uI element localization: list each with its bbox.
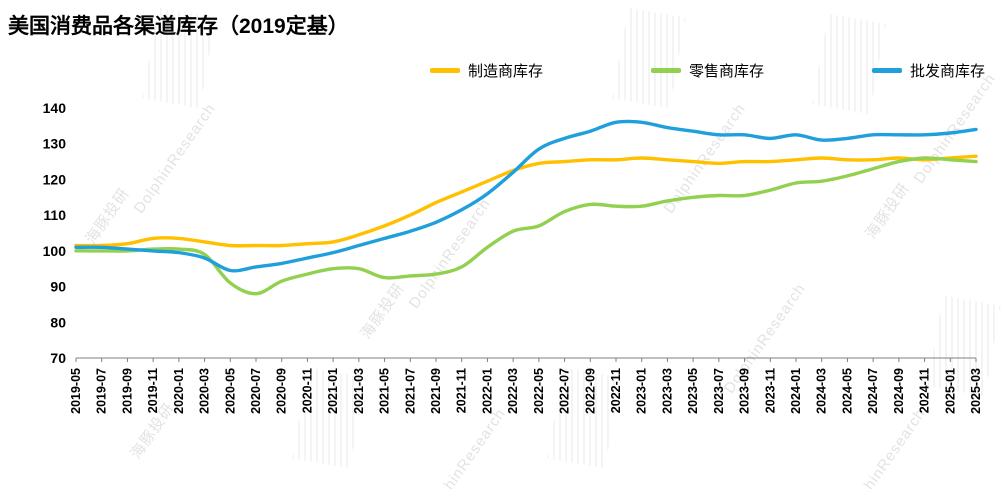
x-tick-label: 2022-07 bbox=[558, 368, 572, 414]
x-tick-label: 2024-05 bbox=[840, 368, 854, 414]
y-tick-label: 100 bbox=[43, 243, 67, 259]
x-tick-label: 2023-03 bbox=[660, 368, 674, 414]
x-axis: 2019-05 2019-07 2019-09 2019-11 2020-01 2020-… bbox=[69, 357, 983, 414]
x-tick-label: 2024-01 bbox=[789, 368, 803, 414]
x-tick-label: 2022-11 bbox=[609, 368, 623, 413]
x-tick-label: 2024-09 bbox=[892, 368, 906, 414]
y-tick-label: 130 bbox=[43, 136, 67, 152]
x-tick-label: 2024-03 bbox=[815, 368, 829, 414]
x-tick-label: 2023-01 bbox=[635, 368, 649, 414]
x-tick-label: 2024-11 bbox=[918, 368, 932, 413]
series-line-manufacturer-inventory bbox=[74, 154, 978, 248]
y-tick-label: 110 bbox=[43, 207, 66, 223]
x-tick-label: 2021-09 bbox=[429, 368, 443, 414]
x-tick-label: 2020-07 bbox=[249, 368, 263, 414]
x-tick-label: 2021-11 bbox=[455, 368, 469, 413]
y-tick-label: 70 bbox=[50, 350, 66, 366]
y-tick-label: 140 bbox=[43, 100, 67, 116]
x-tick-label: 2025-03 bbox=[969, 368, 983, 414]
x-tick-label: 2022-01 bbox=[480, 368, 494, 414]
x-tick-label: 2020-05 bbox=[223, 368, 237, 414]
x-tick-label: 2020-09 bbox=[275, 368, 289, 414]
y-tick-label: 90 bbox=[50, 279, 66, 295]
x-tick-label: 2021-03 bbox=[352, 368, 366, 414]
y-tick-label: 120 bbox=[43, 171, 67, 187]
chart-legend: 制造商库存 零售商库存 批发商库存 bbox=[430, 60, 985, 81]
x-tick-label: 2024-07 bbox=[866, 368, 880, 414]
legend-item-retailer-inventory: 零售商库存 bbox=[650, 60, 764, 81]
series-line-wholesaler-inventory bbox=[74, 119, 978, 273]
legend-swatch-manufacturer-inventory bbox=[430, 68, 460, 73]
x-tick-label: 2022-09 bbox=[583, 368, 597, 414]
x-tick-label: 2019-05 bbox=[69, 368, 83, 414]
legend-swatch-wholesaler-inventory bbox=[871, 68, 902, 73]
x-tick-label: 2019-09 bbox=[120, 368, 134, 414]
x-tick-label: 2019-11 bbox=[146, 368, 160, 413]
x-tick-label: 2019-07 bbox=[95, 368, 109, 414]
x-tick-label: 2023-11 bbox=[763, 368, 777, 413]
x-tick-label: 2021-07 bbox=[403, 368, 417, 414]
legend-label: 零售商库存 bbox=[688, 63, 764, 80]
legend-item-wholesaler-inventory: 批发商库存 bbox=[871, 60, 985, 81]
chart-title: 美国消费品各渠道库存（2019定基） bbox=[8, 15, 349, 38]
x-tick-label: 2021-01 bbox=[326, 368, 340, 414]
legend-label: 批发商库存 bbox=[909, 63, 985, 80]
y-axis: 70 80 90 100 110 120 130 140 bbox=[43, 100, 67, 366]
legend-item-manufacturer-inventory: 制造商库存 bbox=[430, 60, 543, 81]
series-line-retailer-inventory bbox=[74, 156, 978, 296]
x-tick-label: 2022-03 bbox=[506, 368, 520, 414]
x-tick-label: 2025-01 bbox=[943, 368, 957, 414]
legend-label: 制造商库存 bbox=[468, 63, 544, 80]
y-tick-label: 80 bbox=[50, 314, 66, 330]
x-tick-label: 2023-09 bbox=[738, 368, 752, 414]
x-tick-label: 2022-05 bbox=[532, 368, 546, 414]
x-tick-label: 2020-11 bbox=[300, 368, 314, 413]
x-tick-label: 2023-05 bbox=[686, 368, 700, 414]
x-tick-label: 2020-01 bbox=[172, 368, 186, 414]
x-tick-label: 2023-07 bbox=[712, 368, 726, 414]
legend-swatch-retailer-inventory bbox=[650, 68, 681, 73]
x-tick-label: 2020-03 bbox=[198, 368, 212, 414]
x-tick-label: 2021-05 bbox=[378, 368, 392, 414]
